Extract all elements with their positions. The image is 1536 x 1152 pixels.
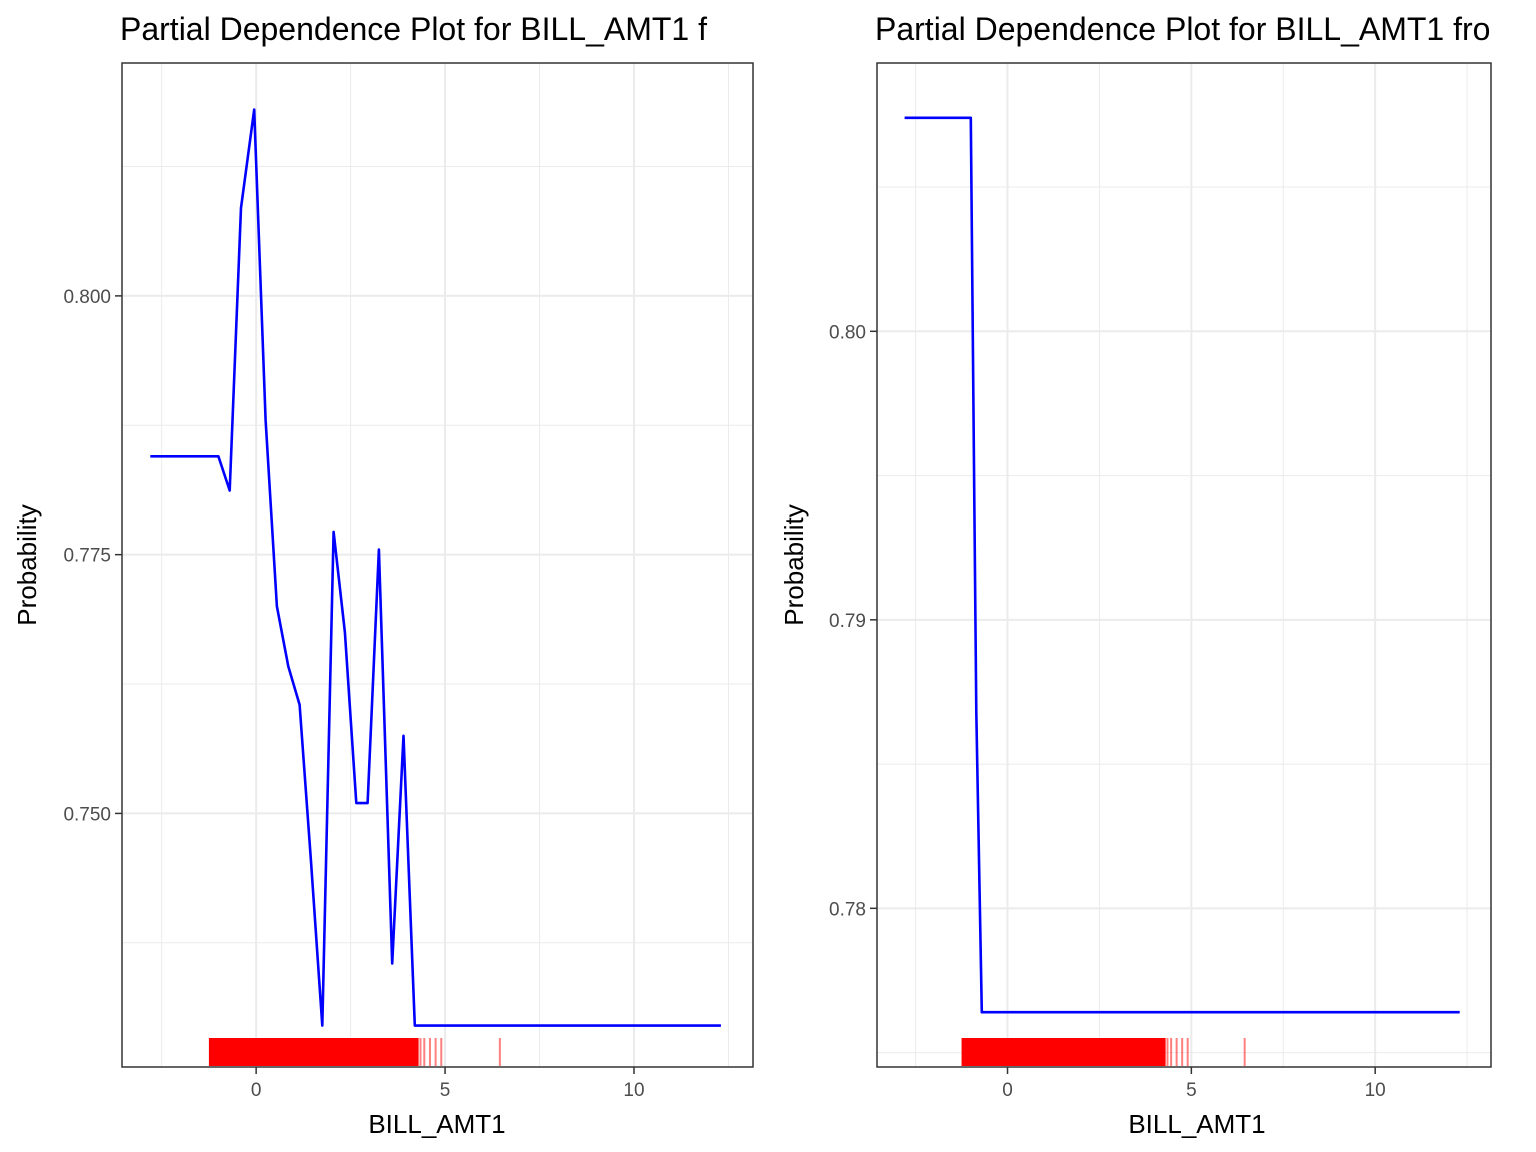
- right-chart-y-tick-label: 0.78: [829, 899, 866, 920]
- right-chart-x-axis-label: BILL_AMT1: [1128, 1109, 1265, 1139]
- left-chart-rug-dense: [208, 1038, 419, 1066]
- left-chart-x-axis-label: BILL_AMT1: [368, 1109, 505, 1139]
- right-chart-rug: [961, 1038, 1246, 1066]
- right-chart-ticks: 0 5 10 0.78 0.79 0.80: [829, 322, 1386, 1101]
- right-chart-rug-dense: [961, 1038, 1166, 1066]
- right-chart-border: [876, 62, 1492, 1068]
- left-chart-x-tick-label: 0: [251, 1080, 262, 1101]
- left-chart-border: [121, 62, 754, 1068]
- left-chart-rug: [208, 1038, 501, 1066]
- right-chart-y-axis-label: Probability: [779, 504, 809, 625]
- left-chart-y-tick-label: 0.750: [63, 804, 111, 825]
- right-chart-title: Partial Dependence Plot for BILL_AMT1 fr…: [875, 11, 1490, 47]
- left-chart-ticks: 0 5 10 0.750 0.775 0.800: [63, 287, 644, 1101]
- right-chart-panel: Partial Dependence Plot for BILL_AMT1 fr…: [779, 11, 1492, 1139]
- left-chart-title: Partial Dependence Plot for BILL_AMT1 f: [120, 11, 707, 47]
- left-chart-x-tick-label: 10: [623, 1080, 644, 1101]
- left-chart-y-tick-label: 0.775: [63, 546, 111, 567]
- left-chart-panel: Partial Dependence Plot for BILL_AMT1 f …: [12, 11, 754, 1139]
- right-chart-x-tick-label: 10: [1365, 1080, 1386, 1101]
- left-chart-pd-line: [150, 108, 721, 1027]
- left-chart-y-axis-label: Probability: [12, 504, 42, 625]
- left-chart-gridlines: [122, 63, 753, 1067]
- left-chart-y-tick-label: 0.800: [63, 287, 111, 308]
- left-chart-x-tick-label: 5: [440, 1080, 451, 1101]
- left-chart-lines: [150, 108, 721, 1027]
- right-chart-pd-line: [904, 116, 1460, 1014]
- right-chart-x-tick-label: 0: [1002, 1080, 1013, 1101]
- right-chart-y-tick-label: 0.79: [829, 611, 866, 632]
- right-chart-lines: [904, 116, 1460, 1014]
- right-chart-gridlines: [877, 63, 1491, 1067]
- right-chart-y-tick-label: 0.80: [829, 322, 866, 343]
- right-chart-x-tick-label: 5: [1186, 1080, 1197, 1101]
